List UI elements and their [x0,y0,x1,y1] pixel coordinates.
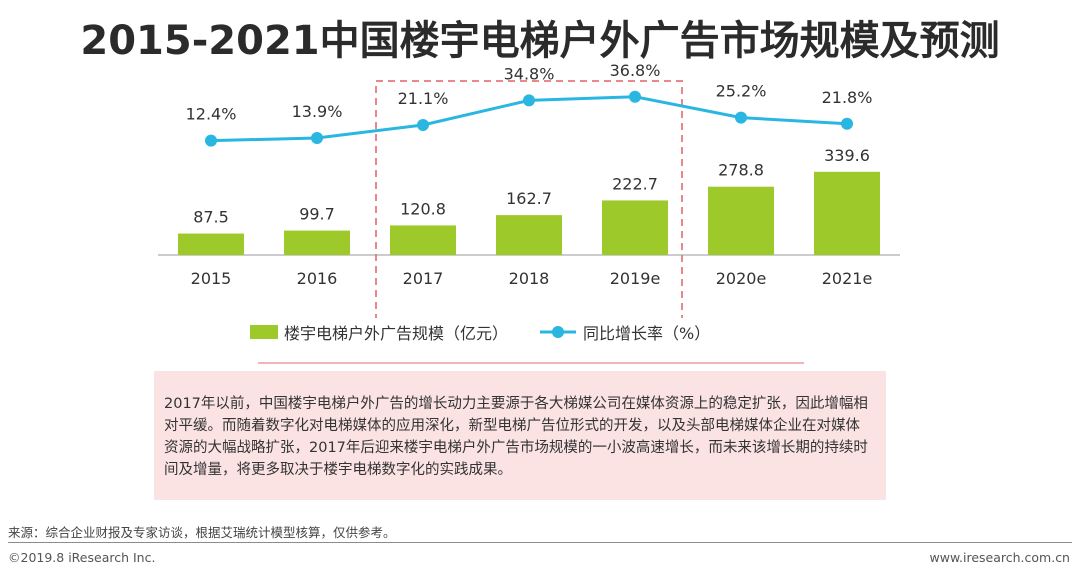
line-label-2020e: 25.2% [716,82,767,101]
bar-2016 [284,230,350,255]
highlight-box [375,80,683,318]
bar-2015 [178,233,244,255]
bar-label-2019e: 222.7 [612,174,658,193]
line-point-2015 [205,134,217,147]
line-label-2017: 21.1% [398,89,449,108]
bar-label-2015: 87.5 [193,208,229,227]
bar-2020e [708,186,774,255]
line-label-2018: 34.8% [504,64,555,83]
line-point-2019e [629,90,641,103]
legend-divider [258,362,804,364]
legend-line-swatch [540,326,576,338]
x-tick-2021e: 2021e [822,269,873,288]
x-tick-2016: 2016 [297,269,338,288]
line-point-2016 [311,131,323,144]
x-tick-2019e: 2019e [610,269,661,288]
legend-bar-swatch [250,325,278,339]
line-point-2020e [735,111,747,124]
legend: 楼宇电梯户外广告规模（亿元） 同比增长率（%） [0,318,1080,348]
analysis-note-text: 2017年以前，中国楼宇电梯户外广告的增长动力主要源于各大梯媒公司在媒体资源上的… [164,396,868,478]
x-tick-2018: 2018 [509,269,550,288]
bar-2018 [496,215,562,255]
line-label-2015: 12.4% [186,105,237,124]
x-tick-2015: 2015 [191,269,232,288]
line-point-2021e [841,117,853,130]
analysis-note: 2017年以前，中国楼宇电梯户外广告的增长动力主要源于各大梯媒公司在媒体资源上的… [154,371,886,500]
bar-2021e [814,171,880,255]
x-tick-2017: 2017 [403,269,444,288]
legend-line-label: 同比增长率（%） [583,324,711,343]
bar-label-2021e: 339.6 [824,146,870,165]
bar-2017 [390,225,456,255]
line-label-2016: 13.9% [292,102,343,121]
footer-divider [8,542,1072,543]
bar-2019e [602,200,668,255]
bar-label-2016: 99.7 [299,205,335,224]
x-tick-2020e: 2020e [716,269,767,288]
copyright: ©2019.8 iResearch Inc. [8,550,156,565]
source-note: 来源：综合企业财报及专家访谈，根据艾瑞统计模型核算，仅供参考。 [8,525,396,540]
line-point-2017 [417,119,429,132]
line-point-2018 [523,94,535,107]
bar-label-2018: 162.7 [506,189,552,208]
line-label-2021e: 21.8% [822,88,873,107]
website: www.iresearch.com.cn [929,550,1071,565]
bar-label-2017: 120.8 [400,199,446,218]
legend-bar-label: 楼宇电梯户外广告规模（亿元） [284,324,509,343]
chart-title: 2015-2021中国楼宇电梯户外广告市场规模及预测 [80,18,1000,64]
chart: 87.5 2015 99.7 2016 120.8 2017 162.7 2018 222.7 2… [158,61,900,318]
line-label-2019e: 36.8% [610,61,661,80]
bar-label-2020e: 278.8 [718,161,764,180]
